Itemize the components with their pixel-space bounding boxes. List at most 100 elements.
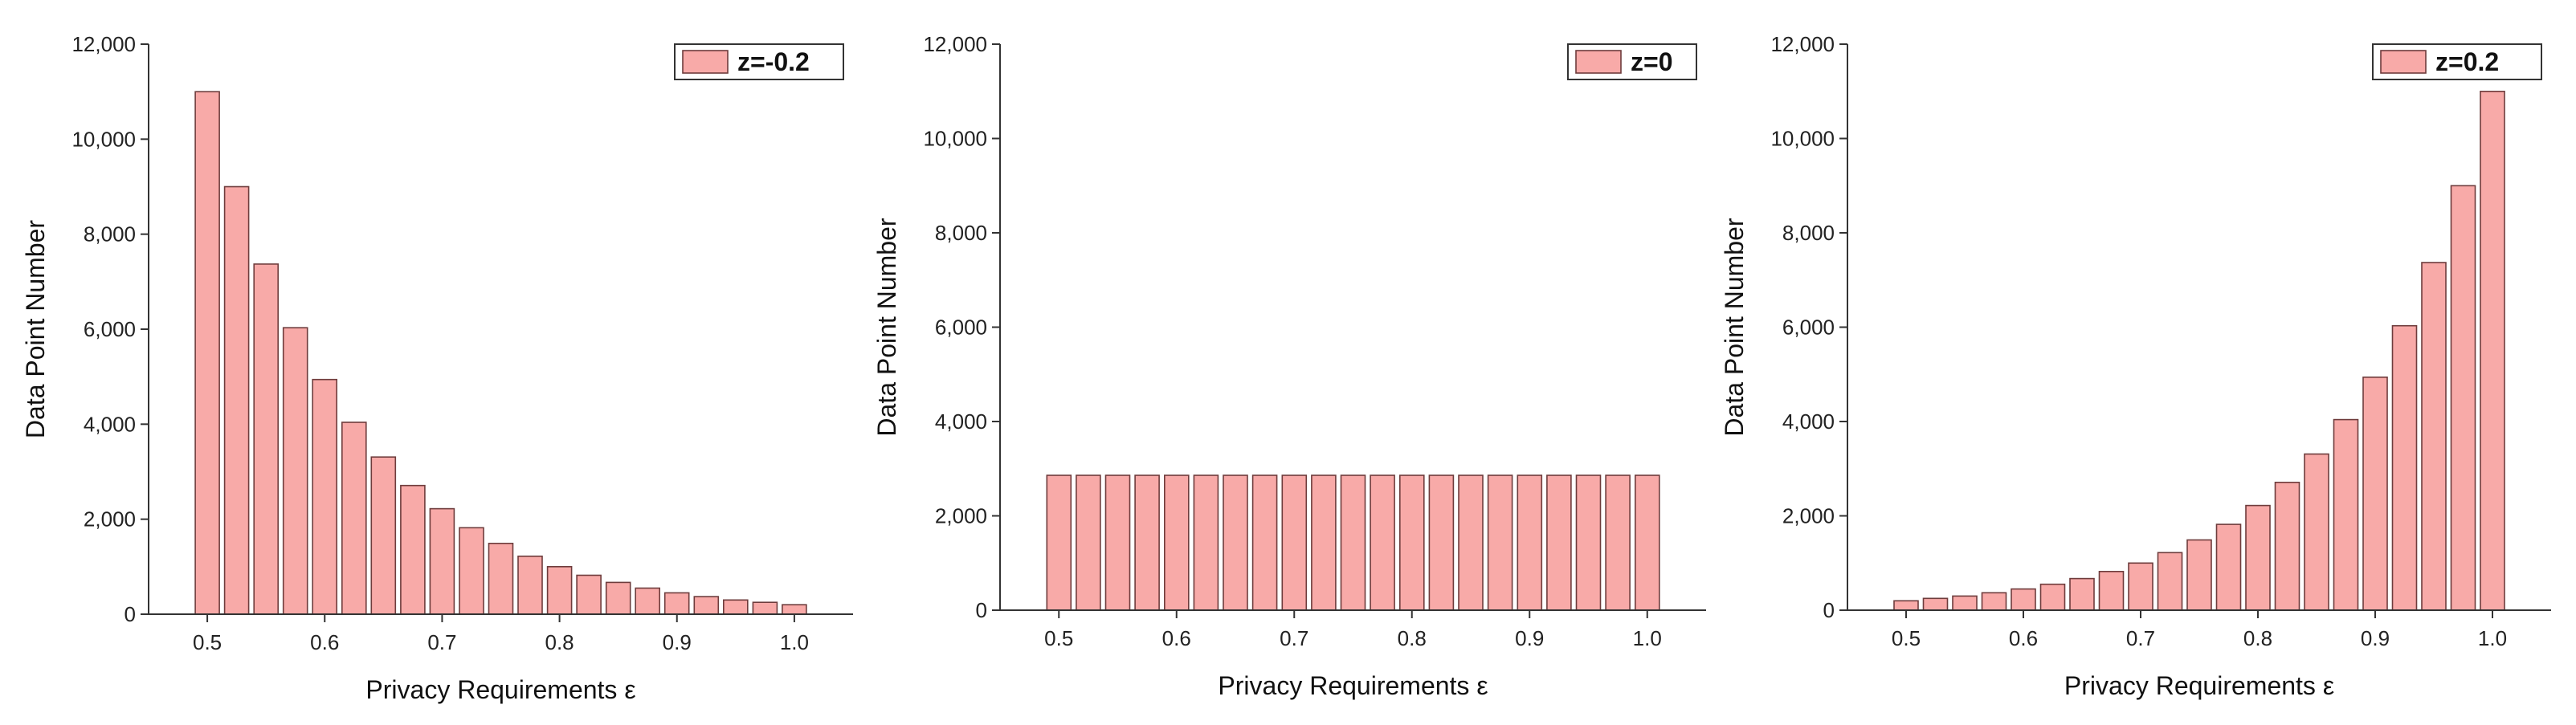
y-tick-label: 10,000: [1770, 127, 1835, 151]
y-tick-label: 6,000: [935, 316, 987, 340]
bar: [282, 327, 308, 615]
x-tick-label: 0.8: [545, 630, 574, 654]
y-tick-label: 12,000: [923, 32, 987, 56]
x-axis-title: Privacy Requirements ε: [365, 675, 635, 704]
chart-panel-3: 0 2,000 4,000 6,000 8,000 10,000 12,000 0.5 0.6 0…: [1720, 32, 2551, 700]
y-tick-label: 4,000: [935, 409, 987, 434]
y-axis-title: Data Point Number: [21, 220, 50, 438]
bar: [1487, 475, 1513, 611]
x-tick-label: 0.6: [1162, 626, 1191, 650]
bar: [1546, 475, 1572, 611]
bar: [546, 565, 573, 615]
bar: [459, 527, 484, 615]
legend-label: z=0.2: [2435, 47, 2499, 76]
y-tick-label: 8,000: [1782, 221, 1835, 245]
bar: [312, 378, 338, 615]
bar: [223, 185, 250, 615]
legend: z=-0.2: [674, 43, 844, 80]
legend-swatch: [2380, 50, 2427, 74]
bar: [2245, 504, 2271, 611]
bar: [2157, 552, 2183, 611]
x-tick-label: 1.0: [2478, 626, 2507, 650]
bar: [1517, 475, 1543, 611]
bar: [2039, 583, 2066, 611]
y-tick-label: 2,000: [1782, 504, 1835, 528]
bar: [1340, 475, 1366, 611]
bar: [1134, 475, 1160, 611]
y-tick-label: 6,000: [1782, 316, 1835, 340]
bar: [693, 596, 720, 615]
legend-swatch: [682, 50, 729, 74]
bar: [605, 581, 631, 615]
bar: [1076, 475, 1101, 611]
bar: [400, 484, 426, 615]
bar: [782, 604, 807, 615]
bar: [1575, 475, 1602, 611]
bar: [663, 592, 690, 615]
x-tick-label: 0.7: [427, 630, 456, 654]
y-tick-label: 2,000: [84, 507, 136, 532]
x-tick-label: 0.8: [2243, 626, 2272, 650]
bar: [1428, 475, 1455, 611]
bar: [2098, 570, 2125, 611]
bar: [194, 91, 220, 615]
bar: [2362, 376, 2388, 611]
bar: [2450, 185, 2476, 611]
bar: [1893, 600, 1919, 611]
x-tick-label: 0.6: [2009, 626, 2038, 650]
x-tick-label: 0.8: [1398, 626, 1427, 650]
bar: [576, 574, 602, 615]
bar: [1605, 475, 1631, 611]
bar: [2128, 562, 2153, 611]
legend-label: z=0: [1631, 47, 1672, 76]
bar: [2391, 324, 2418, 611]
y-axis-title: Data Point Number: [1720, 218, 1749, 436]
x-tick-label: 1.0: [1633, 626, 1662, 650]
bar: [1952, 595, 1978, 611]
bar: [722, 599, 749, 615]
bar: [2186, 539, 2212, 611]
bar: [1104, 475, 1131, 611]
bar: [2011, 588, 2036, 611]
x-tick-label: 1.0: [780, 630, 809, 654]
bar: [370, 456, 397, 615]
x-axis-title: Privacy Requirements ε: [2064, 671, 2334, 700]
y-tick-label: 4,000: [84, 412, 136, 436]
bar: [1399, 475, 1425, 611]
bar: [2304, 453, 2329, 611]
bar: [1046, 475, 1072, 611]
y-tick-label: 12,000: [71, 32, 136, 56]
y-tick-label: 8,000: [84, 222, 136, 246]
bar: [1458, 475, 1484, 611]
x-tick-label: 0.6: [310, 630, 339, 654]
bar: [2069, 577, 2095, 611]
legend-label: z=-0.2: [737, 47, 810, 76]
y-tick-label: 12,000: [1770, 32, 1835, 56]
bar: [1370, 475, 1395, 611]
y-tick-label: 10,000: [923, 127, 987, 151]
bar: [1251, 475, 1278, 611]
x-tick-label: 0.5: [1044, 626, 1073, 650]
bar: [1981, 592, 2007, 611]
x-tick-label: 0.7: [1280, 626, 1308, 650]
bar: [1311, 475, 1337, 611]
bar: [341, 422, 367, 615]
bar: [2333, 418, 2359, 611]
bar: [1281, 475, 1308, 611]
legend: z=0: [1567, 43, 1697, 80]
x-tick-label: 0.5: [1892, 626, 1921, 650]
y-tick-label: 0: [976, 598, 987, 622]
bar: [517, 555, 543, 615]
bar: [635, 587, 661, 615]
bar: [1922, 597, 1949, 611]
bar: [1635, 475, 1660, 611]
y-tick-label: 10,000: [71, 127, 136, 151]
legend-swatch: [1575, 50, 1622, 74]
x-tick-label: 0.9: [663, 630, 692, 654]
x-tick-label: 0.9: [2361, 626, 2390, 650]
chart-panel-1: 0 2,000 4,000 6,000 8,000 10,000 12,000 0.5 0.6 0…: [21, 32, 853, 704]
bar: [488, 542, 514, 615]
y-axis-title: Data Point Number: [872, 218, 901, 436]
bar: [2480, 91, 2505, 611]
